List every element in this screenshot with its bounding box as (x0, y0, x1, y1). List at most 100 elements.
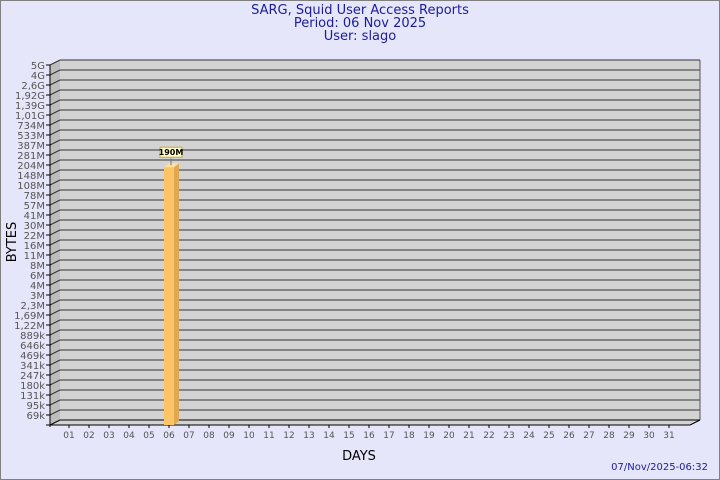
gridline-wall (49, 239, 61, 246)
gridline-wall (49, 109, 61, 116)
y-tick-label: 22M (24, 231, 45, 242)
floor-edge (689, 419, 701, 426)
bar-front (164, 167, 174, 426)
x-tick-label: 14 (323, 431, 335, 441)
chart-period: Period: 06 Nov 2025 (293, 16, 427, 31)
x-tick-label: 23 (503, 431, 514, 441)
y-tick-label: 4G (31, 71, 45, 82)
data-label-box (159, 146, 183, 158)
y-tick-label: 69k (26, 411, 45, 422)
x-tick-label: 06 (163, 431, 175, 441)
y-tick-label: 5G (31, 61, 45, 72)
gridline-wall (49, 89, 61, 96)
gridline-wall (49, 219, 61, 226)
y-tick-label: 78M (24, 191, 45, 202)
y-tick-label: 734M (17, 121, 45, 132)
y-tick-label: 646k (20, 341, 45, 352)
x-tick-label: 05 (143, 431, 154, 441)
y-tick-label: 281M (17, 151, 45, 162)
y-tick-label: 341k (20, 361, 45, 372)
bar-side (174, 163, 179, 426)
gridline-wall (49, 159, 61, 166)
gridline-wall (49, 249, 61, 256)
x-tick-label: 08 (203, 431, 215, 441)
gridline-wall (49, 209, 61, 216)
gridline-wall (49, 69, 61, 76)
x-tick-label: 31 (663, 431, 674, 441)
x-tick-label: 26 (563, 431, 575, 441)
x-tick-label: 25 (543, 431, 554, 441)
y-tick-label: 1,92G (15, 91, 45, 102)
y-tick-label: 6M (30, 271, 45, 282)
gridline-wall (49, 189, 61, 196)
gridline-wall (49, 269, 61, 276)
x-tick-label: 24 (523, 431, 535, 441)
gridline-wall (49, 309, 61, 316)
gridline-wall (49, 149, 61, 156)
y-tick-label: 1,39G (15, 101, 45, 112)
x-tick-label: 07 (183, 431, 194, 441)
gridline-wall (49, 119, 61, 126)
gridline-wall (49, 399, 61, 406)
x-tick-label: 09 (223, 431, 235, 441)
gridline-wall (49, 139, 61, 146)
x-tick-label: 12 (283, 431, 294, 441)
x-tick-label: 29 (623, 431, 635, 441)
y-tick-label: 3M (30, 291, 45, 302)
y-tick-label: 11M (24, 251, 45, 262)
gridline-wall (49, 229, 61, 236)
footer-timestamp: 07/Nov/2025-06:32 (611, 462, 708, 473)
y-tick-label: 1,01G (15, 111, 45, 122)
y-tick-label: 148M (17, 171, 45, 182)
y-tick-label: 8M (30, 261, 45, 272)
gridline-wall (49, 289, 61, 296)
x-tick-label: 17 (383, 431, 394, 441)
x-tick-label: 19 (423, 431, 435, 441)
y-tick-label: 1,69M (14, 311, 45, 322)
x-tick-label: 21 (463, 431, 474, 441)
gridline-wall (49, 199, 61, 206)
x-tick-label: 30 (643, 431, 655, 441)
gridline-wall (49, 169, 61, 176)
x-tick-label: 28 (603, 431, 615, 441)
y-tick-label: 180k (20, 381, 45, 392)
x-tick-label: 02 (83, 431, 94, 441)
y-tick-label: 247k (20, 371, 45, 382)
gridline-wall (49, 299, 61, 306)
x-tick-label: 27 (583, 431, 594, 441)
y-tick-label: 533M (17, 131, 45, 142)
gridline-wall (49, 349, 61, 356)
y-tick-label: 2,3M (20, 301, 45, 312)
x-tick-label: 20 (443, 431, 455, 441)
gridline-wall (49, 329, 61, 336)
gridline-wall (49, 369, 61, 376)
y-tick-label: 57M (24, 201, 45, 212)
x-tick-label: 15 (343, 431, 354, 441)
gridline-wall (49, 359, 61, 366)
y-tick-label: 95k (26, 401, 45, 412)
x-tick-label: 18 (403, 431, 415, 441)
x-tick-label: 22 (483, 431, 494, 441)
plot-background (50, 60, 700, 425)
y-tick-label: 204M (17, 161, 45, 172)
y-tick-label: 41M (24, 211, 45, 222)
gridline-wall (49, 389, 61, 396)
gridline-wall (49, 339, 61, 346)
y-tick-label: 16M (24, 241, 45, 252)
gridline-wall (49, 259, 61, 266)
gridline-wall (49, 59, 61, 66)
x-tick-label: 01 (63, 431, 74, 441)
chart-user: User: slago (323, 29, 397, 44)
x-axis-label: DAYS (342, 449, 376, 464)
x-tick-label: 04 (123, 431, 135, 441)
y-tick-label: 1,22M (14, 321, 45, 332)
y-tick-label: 387M (17, 141, 45, 152)
y-tick-label: 108M (17, 181, 45, 192)
gridline-wall (49, 379, 61, 386)
data-label: 190M (159, 148, 184, 157)
gridline-wall (49, 129, 61, 136)
chart-title: SARG, Squid User Access Reports (251, 3, 469, 18)
gridline-wall (49, 179, 61, 186)
y-tick-label: 131k (20, 391, 45, 402)
